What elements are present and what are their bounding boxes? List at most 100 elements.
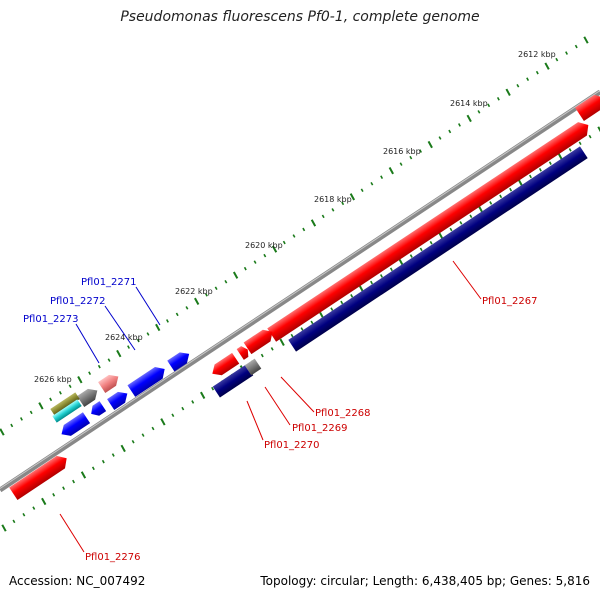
gene-label-2268[interactable]: Pfl01_2268 xyxy=(280,376,371,419)
accession-text: Accession: NC_007492 xyxy=(9,574,146,588)
gene-label-2270[interactable]: Pfl01_2270 xyxy=(246,400,320,451)
outer-tick xyxy=(68,384,72,389)
gene-label-text: Pfl01_2267 xyxy=(482,296,538,307)
outer-tick xyxy=(438,136,442,140)
rna-track-2267[interactable] xyxy=(288,146,588,352)
cds-2274[interactable] xyxy=(58,412,91,439)
outer-tick xyxy=(516,83,520,88)
inner-tick xyxy=(181,406,185,411)
inner-tick xyxy=(151,426,155,431)
feature-shape xyxy=(52,399,82,423)
rna-2270[interactable] xyxy=(212,364,254,398)
cds-2272[interactable] xyxy=(127,363,168,397)
inner-tick xyxy=(588,134,592,139)
inner-tick xyxy=(270,347,274,351)
feature-shape xyxy=(91,401,107,416)
gene-label-text: Pfl01_2273 xyxy=(23,314,79,325)
tick-label: 2618 kbp xyxy=(314,195,352,204)
cds-2271[interactable] xyxy=(167,349,193,372)
feature-shape xyxy=(288,146,588,352)
inner-tick xyxy=(32,506,36,510)
outer-tick xyxy=(19,417,23,421)
cds-2268[interactable] xyxy=(243,326,277,355)
outer-tick xyxy=(165,319,169,323)
inner-tick xyxy=(557,152,563,161)
feature-shape xyxy=(267,122,589,342)
outer-tick xyxy=(107,358,111,362)
misc-feature[interactable] xyxy=(244,358,262,376)
outer-tick xyxy=(292,234,296,238)
outer-tick xyxy=(243,266,247,271)
feature-shape xyxy=(575,94,600,121)
inner-tick xyxy=(171,413,175,418)
cds-2269[interactable] xyxy=(236,344,252,360)
outer-tick xyxy=(302,227,306,232)
gene-label-text: Pfl01_2270 xyxy=(264,440,320,451)
cds-edge[interactable] xyxy=(575,91,600,121)
cds-2267[interactable] xyxy=(267,118,593,342)
feature-shape xyxy=(61,412,91,436)
outer-tick xyxy=(380,175,384,179)
outer-tick xyxy=(88,371,92,375)
outer-tick xyxy=(146,332,150,336)
outer-tick xyxy=(0,428,5,436)
inner-tick xyxy=(290,333,294,338)
gene-label-text: Pfl01_2269 xyxy=(292,423,348,434)
inner-tick xyxy=(429,240,433,245)
inner-tick xyxy=(62,486,66,490)
outer-tick xyxy=(127,345,131,349)
inner-tick xyxy=(310,320,314,325)
outer-tick xyxy=(321,214,325,219)
outer-tick xyxy=(487,103,491,108)
feature-shape xyxy=(107,391,128,410)
outer-tick xyxy=(175,312,179,317)
outer-tick xyxy=(457,123,461,127)
feature-cyan[interactable] xyxy=(52,399,82,423)
feature-shape xyxy=(50,392,80,416)
feature-shape xyxy=(243,329,273,355)
gene-label-2271[interactable]: Pfl01_2271 xyxy=(81,277,161,326)
outer-tick xyxy=(555,57,559,62)
gene-label-2273[interactable]: Pfl01_2273 xyxy=(23,314,100,364)
gene-label-2276[interactable]: Pfl01_2276 xyxy=(59,513,141,563)
outer-tick xyxy=(544,62,550,70)
inner-tick xyxy=(489,201,493,205)
map-title: Pseudomonas fluorescens Pf0-1, complete … xyxy=(120,9,480,25)
leader-line xyxy=(104,305,136,351)
inner-tick xyxy=(509,187,513,192)
outer-tick xyxy=(565,51,569,55)
gene-label-text: Pfl01_2276 xyxy=(85,552,141,563)
gene-label-text: Pfl01_2268 xyxy=(315,408,371,419)
cds-2276[interactable] xyxy=(9,452,71,500)
cds-2273[interactable] xyxy=(107,388,131,410)
outer-tick xyxy=(349,193,356,201)
outer-tick xyxy=(526,77,530,81)
gene-label-2269[interactable]: Pfl01_2269 xyxy=(264,386,348,434)
feature-shape xyxy=(98,374,119,393)
outer-tick xyxy=(155,323,161,332)
tick-label: 2626 kbp xyxy=(34,375,72,384)
outer-tick xyxy=(341,201,345,206)
cds-2270[interactable] xyxy=(209,352,240,379)
gene-label-2267[interactable]: Pfl01_2267 xyxy=(452,260,538,307)
gene-grey[interactable] xyxy=(77,385,101,407)
feature-shape xyxy=(244,358,262,376)
inner-tick xyxy=(330,307,334,311)
cds-small[interactable] xyxy=(88,401,107,419)
outer-tick xyxy=(194,297,200,306)
misc-pink[interactable] xyxy=(98,371,122,393)
inner-tick xyxy=(548,161,552,165)
leader-line xyxy=(59,513,85,553)
gene-label-2272[interactable]: Pfl01_2272 xyxy=(50,296,136,351)
outer-tick xyxy=(360,188,364,193)
inner-tick xyxy=(200,391,206,400)
outer-tick xyxy=(97,364,101,369)
leader-line xyxy=(246,400,264,441)
feature-shape xyxy=(127,366,165,397)
inner-tick xyxy=(597,126,600,133)
tick-marks-inner xyxy=(1,126,600,532)
inner-tick xyxy=(578,141,582,146)
outer-tick xyxy=(185,306,189,310)
feature-olive[interactable] xyxy=(50,392,80,416)
tick-label: 2620 kbp xyxy=(245,241,283,250)
